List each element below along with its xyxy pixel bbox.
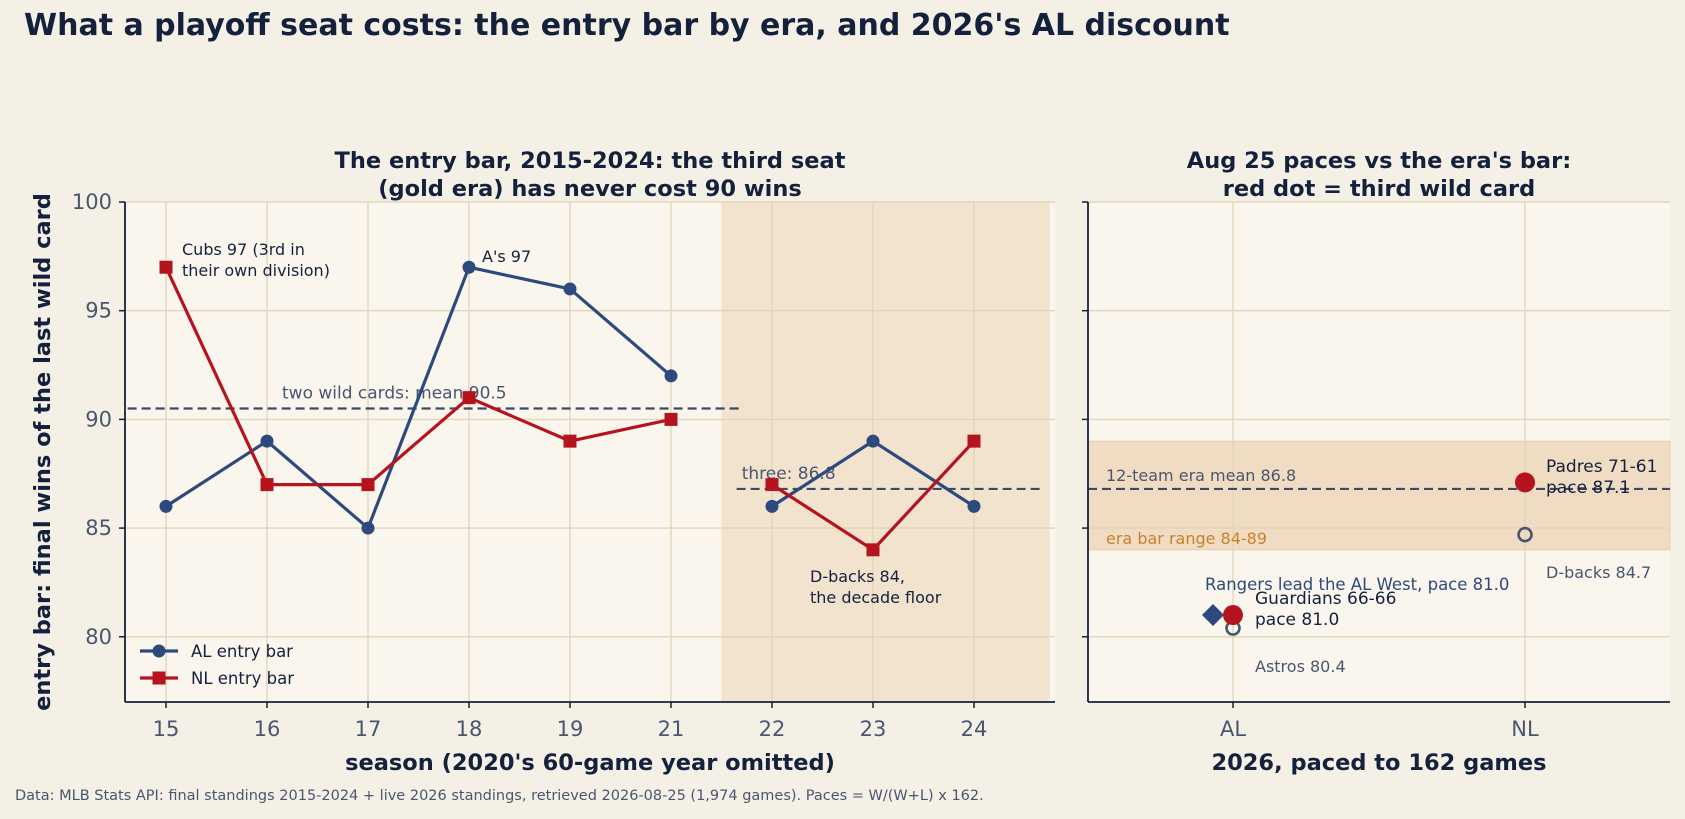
right-xtick-label-AL: AL xyxy=(1220,717,1246,741)
source-footnote: Data: MLB Stats API: final standings 201… xyxy=(15,788,984,804)
al-point-16 xyxy=(260,434,274,448)
legend-nl-label: NL entry bar xyxy=(191,669,294,688)
al-point-23 xyxy=(866,434,880,448)
rangers-label: Rangers lead the AL West, pace 81.0 xyxy=(1205,575,1509,594)
era-mean-label: 12-team era mean 86.8 xyxy=(1106,466,1296,485)
al-point-19 xyxy=(563,282,577,296)
guardians-label: Guardians 66-66 pace 81.0 xyxy=(1255,589,1396,630)
right-xaxis-label: 2026, paced to 162 games xyxy=(1211,750,1546,776)
rangers-diamond-marker xyxy=(1202,604,1224,627)
era-band-label: era bar range 84-89 xyxy=(1106,529,1267,548)
guardians-red-marker xyxy=(1223,605,1243,626)
left-xtick-label-21: 21 xyxy=(658,717,685,741)
al-point-15 xyxy=(159,499,173,513)
left-ytick-label-85: 85 xyxy=(85,516,112,540)
annotation-as: A's 97 xyxy=(482,247,531,266)
al-point-18 xyxy=(462,260,476,274)
right-xtick-label-NL: NL xyxy=(1511,717,1539,741)
annotation-dbacks: D-backs 84, the decade floor xyxy=(810,567,942,607)
left-xtick-label-19: 19 xyxy=(557,717,584,741)
al-point-22 xyxy=(765,499,779,513)
left-xtick-label-15: 15 xyxy=(153,717,180,741)
left-xtick-label-24: 24 xyxy=(961,717,988,741)
al-point-17 xyxy=(361,521,375,535)
left-xaxis-label: season (2020's 60-game year omitted) xyxy=(345,750,835,776)
left-xtick-label-18: 18 xyxy=(456,717,483,741)
al-point-24 xyxy=(967,499,981,513)
nl-point-22 xyxy=(765,478,779,492)
legend-nl-marker xyxy=(152,671,166,685)
left-ytick-label-80: 80 xyxy=(85,625,112,649)
nl-point-24 xyxy=(967,434,981,448)
padres-label: Padres 71-61 pace 87.1 xyxy=(1546,457,1657,498)
three-wildcard-era-shade xyxy=(721,202,1050,702)
padres-red-marker xyxy=(1515,472,1535,493)
left-ytick-label-100: 100 xyxy=(72,190,112,214)
left-xtick-label-16: 16 xyxy=(254,717,281,741)
dbacks-open-marker xyxy=(1517,526,1533,543)
era-bar-range-band xyxy=(1087,440,1671,551)
dbacks-label: D-backs 84.7 xyxy=(1546,563,1651,582)
series-nl-line-1 xyxy=(164,266,672,487)
al-point-21 xyxy=(664,369,678,383)
left-ytick-label-90: 90 xyxy=(85,407,112,431)
annotation-cubs: Cubs 97 (3rd in their own division) xyxy=(182,240,330,280)
right-panel-title: Aug 25 paces vs the era's bar: red dot = … xyxy=(1187,148,1571,202)
left-xtick-label-17: 17 xyxy=(355,717,382,741)
nl-point-21 xyxy=(664,412,678,426)
nl-point-18 xyxy=(462,391,476,405)
nl-point-19 xyxy=(563,434,577,448)
left-xtick-label-23: 23 xyxy=(860,717,887,741)
left-ytick-label-95: 95 xyxy=(85,299,112,323)
nl-point-15 xyxy=(159,260,173,274)
nl-point-17 xyxy=(361,478,375,492)
left-xtick-label-22: 22 xyxy=(759,717,786,741)
astros-label: Astros 80.4 xyxy=(1255,657,1346,676)
legend-al-marker xyxy=(152,644,166,658)
left-panel-title: The entry bar, 2015-2024: the third seat… xyxy=(335,148,846,202)
left-yaxis-label: entry bar: final wins of the last wild c… xyxy=(30,193,56,711)
nl-point-23 xyxy=(866,543,880,557)
mean-line-label-0: two wild cards: mean 90.5 xyxy=(282,384,507,404)
nl-point-16 xyxy=(260,478,274,492)
figure-title: What a playoff seat costs: the entry bar… xyxy=(24,8,1230,43)
legend-al-label: AL entry bar xyxy=(191,642,293,661)
